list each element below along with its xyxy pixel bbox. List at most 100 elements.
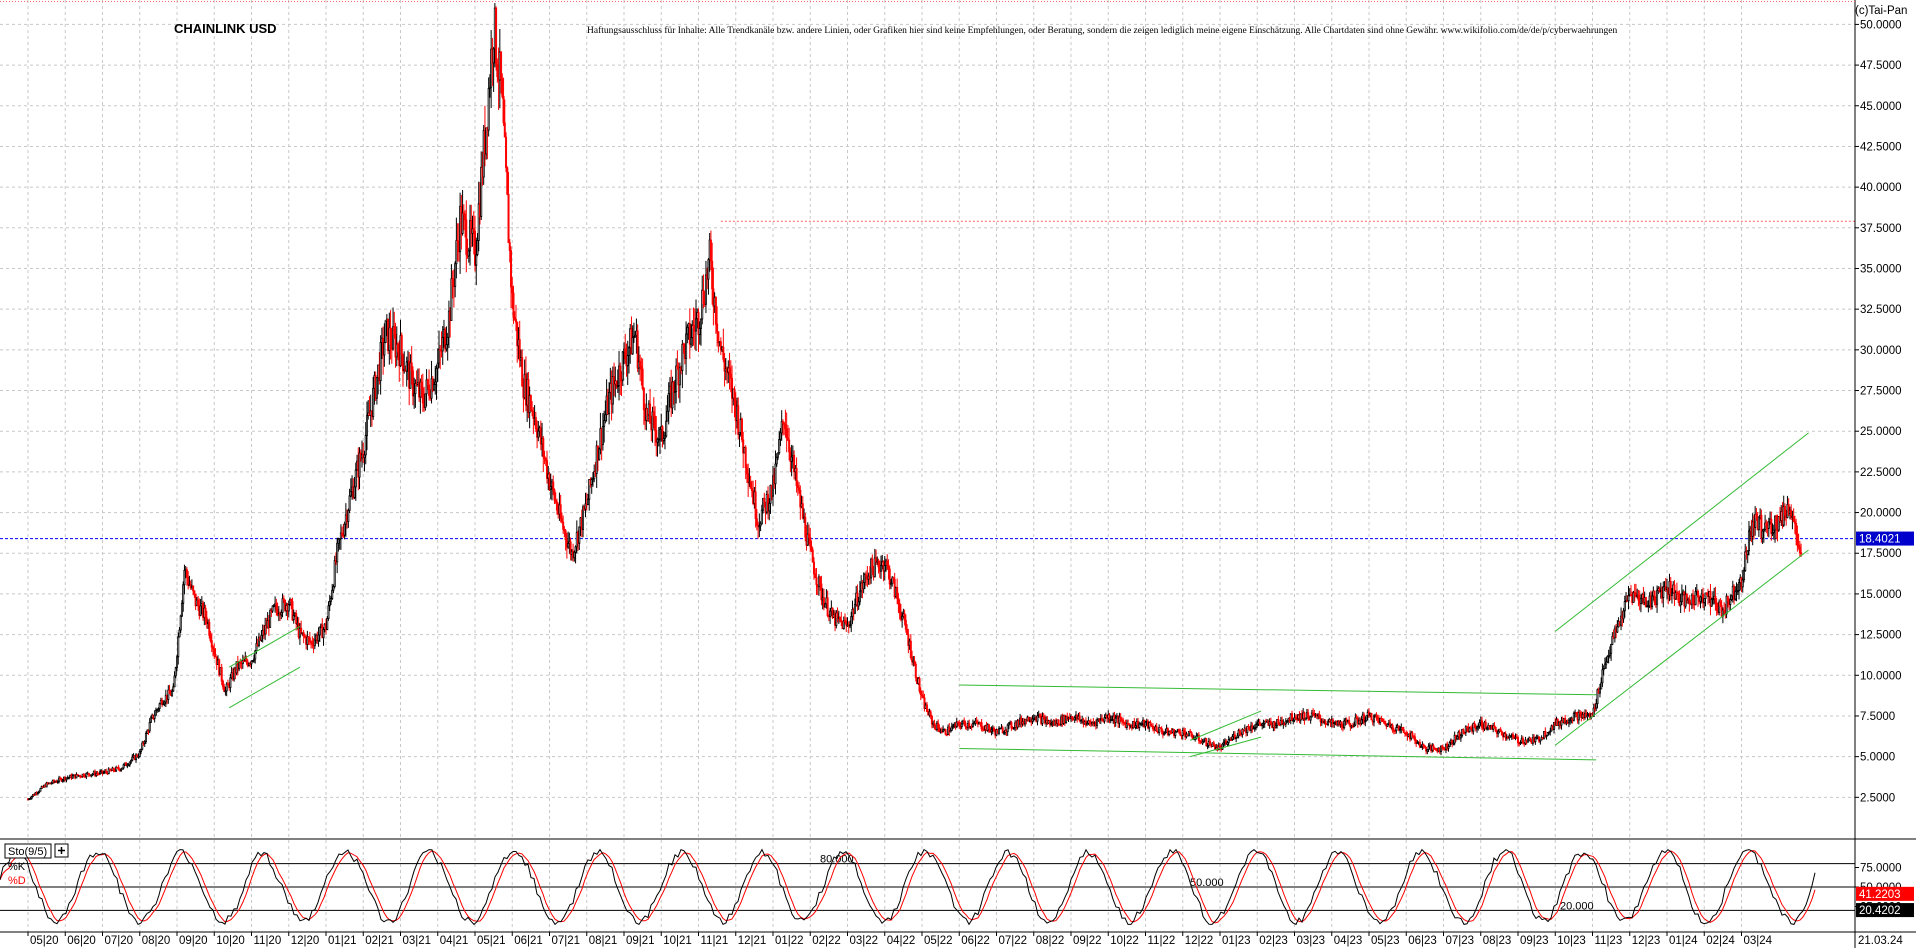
candle-up [1354,717,1357,726]
candle-up [1461,729,1464,737]
price-y-tick-label: 20.0000 [1860,508,1902,520]
candle-down [937,722,940,729]
candle-down [105,770,108,773]
candle-down [655,430,658,443]
candle-up [952,725,955,728]
candle-up [135,754,138,761]
candle-down [125,762,128,766]
candle-up [1680,593,1683,603]
candle-down [809,537,812,547]
candle-down [836,612,839,619]
candle-up [835,612,838,626]
candle-down [1775,515,1778,528]
candle-up [1006,724,1009,733]
candle-up [75,773,78,779]
candle-up [779,432,782,440]
candle-down [555,501,558,511]
candle-up [586,498,589,506]
candle-up [1757,516,1760,531]
candle-down [814,573,817,579]
candle-up [107,768,110,775]
candle-up [271,605,274,612]
candle-up [1231,736,1234,740]
candle-up [233,668,236,680]
candle-up [1647,604,1650,607]
x-tick-label: 04|21 [440,935,469,947]
candle-up [1539,739,1542,742]
stochastic-oscillator: 80.000 50.000 20.000 41.2203 20.4202 [0,848,1914,926]
candle-up [433,384,436,391]
candle-up [102,771,105,774]
x-tick-label: 06|23 [1408,935,1437,947]
candle-up [127,764,130,767]
candle-down [290,599,293,602]
candle-down [1212,742,1215,746]
candle-down [906,628,909,636]
candle-up [632,335,635,339]
x-tick-label: 04|22 [887,935,916,947]
candle-up [1771,532,1774,535]
candle-down [1197,734,1200,742]
candle-down [1798,546,1801,554]
candle-down [793,454,796,473]
candle-up [1694,591,1697,606]
candle-up [1456,736,1459,740]
candle-down [993,727,996,732]
candle-up [1549,730,1552,733]
candle-down [1688,598,1691,604]
candle-up [288,599,291,605]
candle-up [704,274,707,305]
candle-down [1451,739,1454,744]
candle-up [29,797,32,800]
candle-down [1088,720,1091,724]
candle-down [1340,721,1343,728]
candle-down [714,296,717,325]
candle-up [1602,668,1605,671]
candle-up [1065,716,1068,724]
candle-down [1797,544,1800,548]
candle-down [737,405,740,435]
candle-up [685,333,688,359]
candle-down [964,722,967,727]
candle-up [337,538,340,544]
x-tick-label: 01|23 [1222,935,1251,947]
candle-down [1653,590,1656,603]
candle-up [241,660,244,665]
candle-up [1777,516,1780,531]
candle-up [1343,720,1346,729]
candle-down [988,724,991,730]
candle-down [963,720,966,724]
candle-down [553,489,556,501]
candle-up [691,324,694,339]
candle-up [1632,592,1635,603]
candle-up [306,636,309,645]
candle-down [944,729,947,735]
candle-up [549,486,552,490]
candle-up [707,259,710,280]
candle-up [167,689,170,700]
candle-up [138,751,141,757]
candle-down [1634,592,1637,597]
candle-up [1519,742,1522,744]
candle-down [210,640,213,648]
x-tick-label: 07|21 [552,935,581,947]
candle-up [292,614,295,621]
candle-down [822,597,825,608]
x-tick-label: 02|22 [812,935,841,947]
candle-up [1734,590,1737,600]
candle-down [1155,726,1158,732]
candle-down [518,339,521,361]
candle-down [1760,514,1763,539]
candle-up [1699,596,1702,602]
x-tick-label: 08|20 [142,935,171,947]
candle-down [613,376,616,385]
stoch-y-tick-label: 75.0000 [1860,863,1902,875]
candle-down [275,603,278,610]
candle-down [1401,726,1404,731]
stoch-label-box[interactable] [4,843,52,859]
candle-up [333,560,336,587]
candle-up [1144,721,1147,727]
candle-down [799,489,802,508]
candle-down [1405,732,1408,736]
candle-up [651,411,654,431]
